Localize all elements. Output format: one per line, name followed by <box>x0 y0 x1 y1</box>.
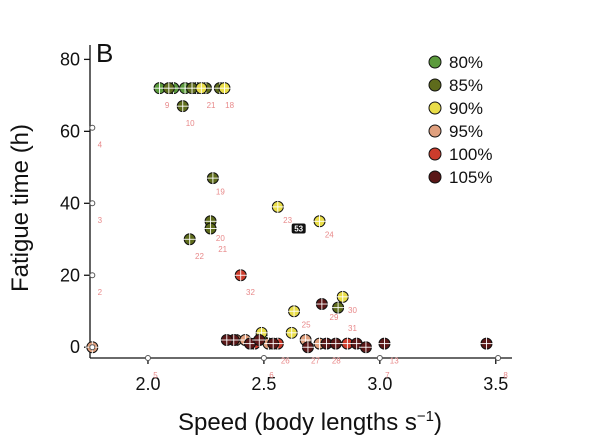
annotation-box <box>291 223 306 234</box>
axis-point-marker <box>376 355 383 361</box>
legend-label: 80% <box>449 53 483 72</box>
point-label: 13 <box>390 356 399 365</box>
legend-label: 105% <box>449 168 492 187</box>
data-point <box>252 333 267 348</box>
point-label: 6 <box>269 371 274 380</box>
point-label: 9 <box>165 101 170 110</box>
y-tick-label: 40 <box>60 193 80 213</box>
y-axis-label: Fatigue time (h) <box>7 124 34 292</box>
axis-point-marker <box>89 272 96 279</box>
point-label: 8 <box>503 371 508 380</box>
data-point <box>312 214 327 229</box>
data-point <box>331 300 346 315</box>
data-point <box>270 199 285 214</box>
x-axis-label-end: ) <box>434 409 442 436</box>
legend-item: 85% <box>428 76 483 95</box>
axis-point-marker <box>89 124 96 131</box>
legend-swatch <box>428 78 442 92</box>
point-label: 32 <box>246 288 255 297</box>
legend-item: 90% <box>428 99 483 118</box>
data-point <box>377 336 392 351</box>
y-tick-label: 80 <box>60 49 80 69</box>
point-label: 29 <box>330 313 339 322</box>
point-label: 19 <box>216 187 225 196</box>
y-tick-label: 0 <box>70 337 80 357</box>
point-label: 18 <box>225 101 234 110</box>
legend-swatch <box>428 101 442 115</box>
point-label: 21 <box>207 101 216 110</box>
legend-item: 80% <box>428 53 483 72</box>
legend-label: 100% <box>449 145 492 164</box>
point-label: 30 <box>348 306 357 315</box>
axis-point-marker <box>89 200 96 207</box>
data-point <box>233 268 248 283</box>
data-point <box>314 297 329 312</box>
data-point <box>287 304 302 319</box>
data-point <box>479 336 494 351</box>
chart-legend: 80% 85% 90% 95% 100% 105% <box>428 53 492 187</box>
data-point <box>266 336 281 351</box>
point-label: 3 <box>98 216 103 225</box>
legend-swatch <box>428 147 442 161</box>
x-tick-label: 3.5 <box>483 374 508 394</box>
data-point <box>358 340 373 355</box>
point-label: 7 <box>385 371 390 380</box>
legend-label: 95% <box>449 122 483 141</box>
legend-label: 85% <box>449 76 483 95</box>
point-label: 26 <box>281 356 290 365</box>
point-label: 10 <box>186 119 195 128</box>
data-point <box>182 232 197 247</box>
point-label: 4 <box>98 141 103 150</box>
annotation-box-label: 53 <box>294 224 303 233</box>
y-tick-label: 20 <box>60 265 80 285</box>
data-point <box>217 81 232 96</box>
data-point <box>205 171 220 186</box>
legend-label: 90% <box>449 99 483 118</box>
x-axis-label-main: Speed (body lengths s <box>178 409 417 436</box>
point-label: 2 <box>98 288 103 297</box>
legend-swatch <box>428 55 442 69</box>
x-tick-label: 2.5 <box>251 374 276 394</box>
data-markers <box>85 81 502 361</box>
data-point <box>284 325 299 340</box>
point-label: 5 <box>153 371 158 380</box>
x-tick-label: 2.0 <box>135 374 160 394</box>
data-point <box>194 81 209 96</box>
legend-swatch <box>428 170 442 184</box>
point-label: 20 <box>216 234 225 243</box>
data-point <box>300 340 315 355</box>
data-point <box>328 336 343 351</box>
legend-item: 105% <box>428 168 492 187</box>
point-label: 22 <box>195 252 204 261</box>
data-point <box>203 221 218 236</box>
data-point <box>175 99 190 114</box>
panel-label: B <box>96 38 113 68</box>
axis-point-marker <box>89 344 96 351</box>
point-label: 28 <box>332 356 341 365</box>
point-label: 24 <box>325 230 334 239</box>
x-tick-label: 3.0 <box>367 374 392 394</box>
axis-point-marker <box>495 355 502 361</box>
x-axis-label: Speed (body lengths s−1) <box>178 408 442 436</box>
point-label: 27 <box>311 356 320 365</box>
y-tick-label: 60 <box>60 121 80 141</box>
point-label: 21 <box>218 245 227 254</box>
point-label: 25 <box>302 320 311 329</box>
data-point <box>161 81 176 96</box>
legend-item: 100% <box>428 145 492 164</box>
point-label: 23 <box>283 216 292 225</box>
point-label: 31 <box>348 324 357 333</box>
axis-point-marker <box>144 355 151 361</box>
x-axis-label-sup: −1 <box>417 408 434 425</box>
legend-swatch <box>428 124 442 138</box>
axis-ticks: 0 20 40 60 80 2.0 2.5 3.0 3.5 <box>60 49 508 394</box>
data-point <box>219 333 234 348</box>
data-point <box>335 289 350 304</box>
axis-point-marker <box>260 355 267 361</box>
legend-item: 95% <box>428 122 483 141</box>
